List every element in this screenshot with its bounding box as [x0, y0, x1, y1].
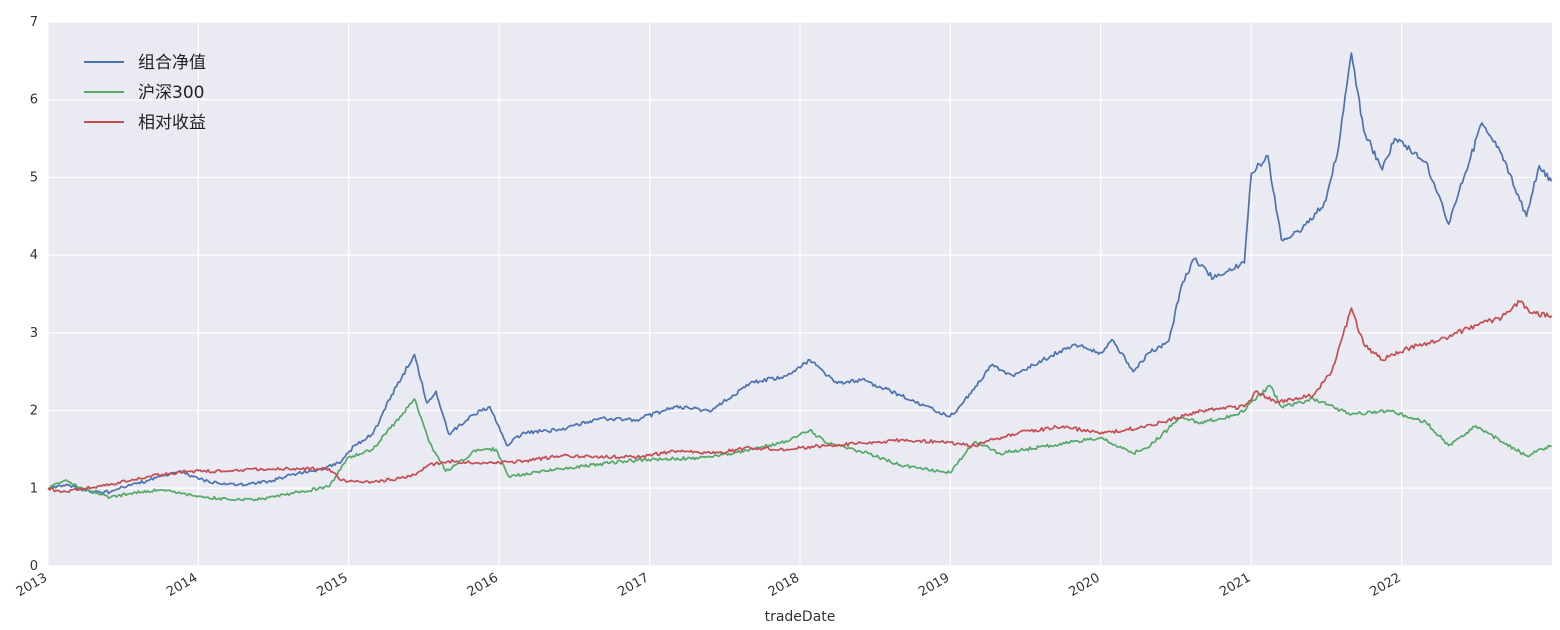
x-tick-label: 2016 — [465, 570, 501, 600]
x-tick-label: 2013 — [14, 570, 50, 600]
y-tick-label: 4 — [30, 248, 38, 263]
x-tick-label: 2015 — [314, 570, 350, 600]
x-tick-label: 2021 — [1217, 570, 1253, 600]
x-tick-label: 2022 — [1368, 570, 1404, 600]
series-line-2 — [47, 384, 1553, 502]
x-tick-label: 2017 — [616, 570, 652, 600]
x-axis-title: tradeDate — [765, 609, 836, 625]
y-tick-label: 6 — [30, 93, 38, 108]
x-axis-ticks: 2013 2014 2015 2016 2017 2018 2019 2020 2021 2022 — [14, 570, 1404, 600]
y-tick-label: 2 — [30, 404, 38, 419]
y-tick-label: 5 — [30, 170, 38, 185]
legend-label: 组合净值 — [138, 53, 206, 73]
y-tick-label: 7 — [30, 15, 38, 30]
x-tick-label: 2020 — [1066, 570, 1102, 600]
legend-label: 沪深300 — [138, 83, 204, 103]
gridlines — [47, 21, 1552, 567]
y-axis-ticks: 0 1 2 3 4 5 6 7 — [30, 15, 38, 574]
y-tick-label: 3 — [30, 326, 38, 341]
series-line-3 — [47, 299, 1553, 494]
series-lines — [47, 52, 1553, 502]
series-line-1 — [47, 52, 1553, 495]
y-tick-label: 0 — [30, 559, 38, 574]
y-tick-label: 1 — [30, 481, 38, 496]
legend-label: 相对收益 — [138, 113, 206, 133]
x-tick-label: 2018 — [766, 570, 802, 600]
x-tick-label: 2019 — [916, 570, 952, 600]
x-tick-label: 2014 — [164, 570, 200, 600]
